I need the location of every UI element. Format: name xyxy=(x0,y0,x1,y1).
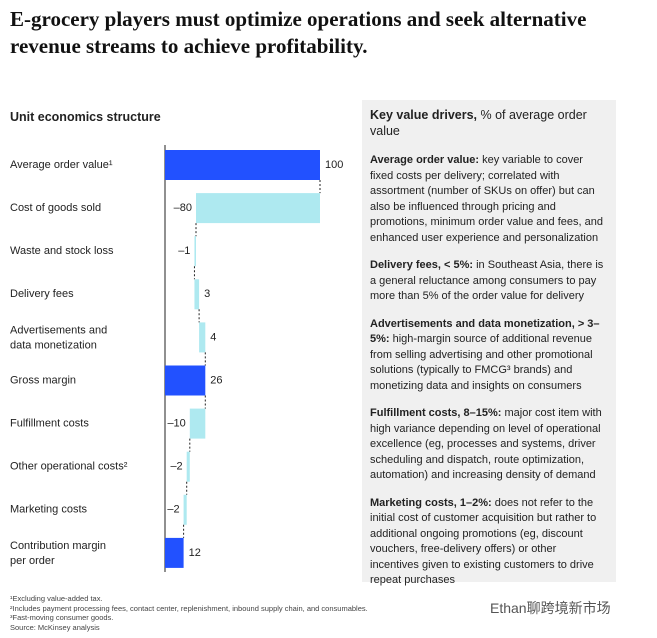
panel-item: Fulfillment costs, 8–15%: major cost ite… xyxy=(370,406,608,484)
category-label: Cost of goods sold xyxy=(10,202,101,214)
value-label: –2 xyxy=(167,504,179,516)
chart-subtitle: Unit economics structure xyxy=(10,110,161,124)
bar xyxy=(165,150,320,180)
item-text: high-margin source of additional revenue… xyxy=(370,333,593,392)
footnote: ¹Excluding value-added tax. xyxy=(10,594,103,603)
category-label: Waste and stock loss xyxy=(10,245,114,257)
panel-heading-lead: Key value drivers, xyxy=(370,108,478,122)
item-lead: Average order value: xyxy=(370,154,480,166)
item-lead: Advertisements and data monetization, > … xyxy=(370,317,600,346)
item-lead: Marketing costs, 1–2%: xyxy=(370,496,492,509)
category-label: Other operational costs² xyxy=(10,461,128,473)
bar xyxy=(194,236,196,267)
bar xyxy=(165,537,184,568)
bar xyxy=(196,193,320,224)
category-label: Fulfillment costs xyxy=(10,418,89,430)
watermark: Ethan聊跨境新市场 xyxy=(490,600,611,616)
footnote: Source: McKinsey analysis xyxy=(10,622,100,632)
panel-item: Average order value: key variable to cov… xyxy=(370,153,608,246)
bar xyxy=(199,322,206,353)
item-text: major cost item with high variance depen… xyxy=(370,407,602,481)
value-label: –80 xyxy=(174,202,192,214)
item-lead: Delivery fees, < 5%: xyxy=(370,259,474,271)
value-label: 4 xyxy=(210,331,216,343)
bar xyxy=(186,451,190,482)
item-lead: Fulfillment costs, 8–15%: xyxy=(370,407,502,419)
item-text: key variable to cover fixed costs per de… xyxy=(370,154,603,244)
value-label: 100 xyxy=(325,159,343,171)
value-label: 26 xyxy=(210,374,222,386)
footnotes: ¹Excluding value-added tax. ²Includes pay… xyxy=(10,594,368,632)
category-label: Marketing costs xyxy=(10,504,88,516)
category-label: Delivery fees xyxy=(10,288,74,300)
value-label: –10 xyxy=(167,418,185,430)
panel-item: Advertisements and data monetization, > … xyxy=(370,317,608,395)
panel-item: Marketing costs, 1–2%: does not refer to… xyxy=(370,496,608,589)
category-label: Contribution margin per order xyxy=(10,540,106,567)
value-label: 12 xyxy=(189,547,201,559)
panel-heading: Key value drivers, % of average order va… xyxy=(370,108,608,139)
item-text: in Southeast Asia, there is a general re… xyxy=(370,259,604,302)
bar xyxy=(194,279,200,310)
footnote: ²Includes payment processing fees, conta… xyxy=(10,603,368,613)
category-label: Average order value¹ xyxy=(10,159,113,171)
side-panel: Key value drivers, % of average order va… xyxy=(362,100,616,586)
panel-item: Delivery fees, < 5%: in Southeast Asia, … xyxy=(370,258,608,305)
category-label: Advertisements and data monetization xyxy=(10,324,107,351)
value-label: –1 xyxy=(178,245,190,257)
bar xyxy=(183,494,187,525)
panel-items: Average order value: key variable to cov… xyxy=(370,153,608,589)
value-label: 3 xyxy=(204,288,210,300)
item-text: does not refer to the initial cost of cu… xyxy=(370,496,597,587)
bar xyxy=(189,408,206,439)
panel-heading-note: % of average order value xyxy=(370,108,587,138)
footnote: ³Fast-moving consumer goods. xyxy=(10,613,114,622)
bar xyxy=(165,365,206,396)
title: E-grocery players must optimize operatio… xyxy=(10,7,587,58)
value-label: –2 xyxy=(170,461,182,473)
category-label: Gross margin xyxy=(10,374,76,386)
